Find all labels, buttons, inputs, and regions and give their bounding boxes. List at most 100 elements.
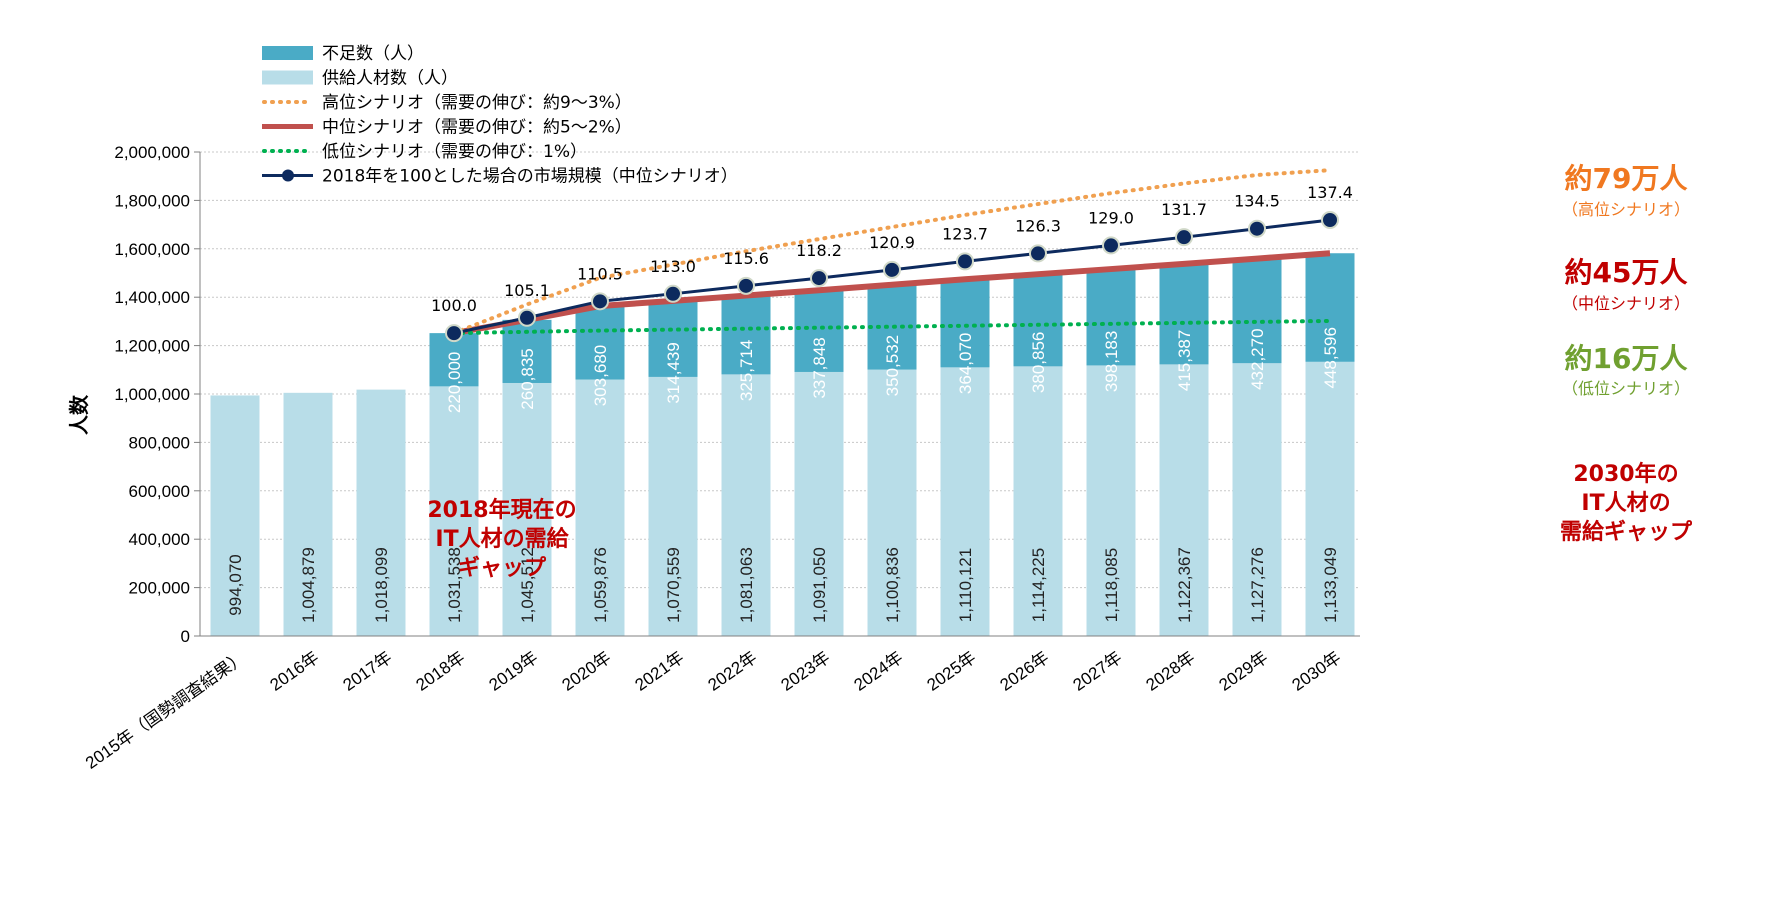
y-tick-label: 1,600,000 [114, 240, 190, 259]
y-tick-label: 2,000,000 [114, 143, 190, 162]
shortage-bar-label: 350,532 [883, 335, 902, 396]
legend-label: 供給人材数（人） [322, 69, 458, 89]
supply-bar-label: 1,122,367 [1175, 547, 1194, 623]
shortage-bar-label: 432,270 [1248, 328, 1267, 389]
supply-bar [1305, 361, 1355, 636]
supply-bar-label: 1,114,225 [1029, 548, 1048, 622]
legend: 不足数（人） 供給人材数（人） 高位シナリオ（需要の伸び：約9～3%） 中位シナリオ（… [262, 44, 738, 187]
x-axis: 2015年（国勢調査結果） 2016年 2017年 2018年 2019年 2020年 20… [82, 635, 1360, 773]
mid-gap-value: 約45万人 [1565, 256, 1688, 289]
legend-swatch [262, 70, 313, 85]
shortage-bar [648, 300, 698, 377]
low-scenario-line [452, 318, 1332, 336]
market-size-label: 110.5 [577, 264, 623, 283]
market-size-label: 123.7 [942, 224, 988, 243]
annotation-gap-2030: 2030年の IT人材の 需給ギャップ [1560, 461, 1693, 545]
x-tick-label: 2027年 [1069, 648, 1125, 695]
bar-series: 994,070 1,004,879 1,018,099 1,031,538 220,00… [210, 253, 1355, 636]
shortage-bar-label: 364,070 [956, 333, 975, 394]
x-tick-label: 2018年 [412, 648, 468, 695]
annotation-high: 約79万人 （高位シナリオ） [1562, 162, 1690, 219]
market-size-point [664, 284, 682, 303]
market-size-label: 100.0 [431, 296, 477, 315]
high-gap-scenario: （高位シナリオ） [1562, 200, 1690, 219]
x-tick-label: 2017年 [339, 648, 395, 695]
y-tick-label: 1,200,000 [114, 337, 190, 356]
shortage-bar [1232, 258, 1282, 364]
supply-bar-label: 1,100,836 [883, 547, 902, 623]
legend-label: 高位シナリオ（需要の伸び：約9～3%） [322, 93, 632, 113]
shortage-bar-label: 398,183 [1102, 331, 1121, 392]
y-tick-label: 400,000 [129, 530, 190, 549]
market-size-point [810, 269, 828, 288]
market-size-label: 129.0 [1088, 208, 1134, 227]
x-tick-label: 2025年 [923, 648, 979, 695]
annotation-low: 約16万人 （低位シナリオ） [1562, 342, 1690, 398]
x-tick-label: 2026年 [996, 648, 1052, 695]
market-size-point [883, 260, 901, 279]
x-tick-label: 2030年 [1288, 648, 1344, 695]
supply-bar-label: 1,045,512 [518, 547, 537, 623]
market-size-point [445, 324, 463, 343]
supply-bar-label: 1,133,049 [1321, 547, 1340, 623]
y-tick-label: 600,000 [129, 482, 190, 501]
x-tick-label: 2028年 [1142, 648, 1198, 695]
supply-bar [1086, 365, 1136, 636]
high-gap-value: 約79万人 [1565, 162, 1688, 195]
annotation-gap-2018: 2018年現在の IT人材の需給 ギャップ [427, 497, 576, 581]
shortage-bar [794, 290, 844, 372]
shortage-bar [940, 279, 990, 368]
supply-bar [502, 382, 552, 636]
shortage-bar-label: 380,856 [1029, 332, 1048, 393]
y-tick-label: 1,000,000 [114, 385, 190, 404]
legend-label: 不足数（人） [322, 44, 424, 64]
x-tick-label: 2015年（国勢調査結果） [82, 648, 249, 773]
supply-bar [575, 379, 625, 636]
shortage-bar [721, 295, 771, 375]
supply-bar [356, 389, 406, 636]
y-axis-title: 人数 [67, 394, 91, 435]
supply-bar [1013, 366, 1063, 636]
supply-bar-label: 1,118,085 [1102, 548, 1121, 622]
legend-marker [282, 169, 294, 182]
gap2030-line2: IT人材の [1581, 491, 1670, 516]
legend-label: 低位シナリオ（需要の伸び：1%） [322, 142, 587, 162]
supply-bar-label: 1,091,050 [810, 547, 829, 623]
supply-bar [940, 367, 990, 636]
supply-bar [1159, 364, 1209, 636]
shortage-bar-label: 448,596 [1321, 327, 1340, 388]
market-size-label: 113.0 [650, 257, 696, 276]
shortage-bar-label: 303,680 [591, 345, 610, 406]
shortage-bar [1305, 253, 1355, 362]
supply-bar [794, 371, 844, 636]
market-size-point [1175, 228, 1193, 247]
supply-bar-label: 1,031,538 [445, 547, 464, 623]
supply-bar [721, 374, 771, 636]
y-tick-label: 1,400,000 [114, 288, 190, 307]
gap2018-line1: 2018年現在の [427, 497, 576, 523]
market-size-point [1029, 244, 1047, 263]
supply-bar-label: 1,127,276 [1248, 547, 1267, 623]
supply-bar-label: 994,070 [226, 554, 245, 615]
y-axis: 0 200,000 400,000 600,000 800,000 1,000,000 1,… [114, 143, 201, 646]
legend-swatch [262, 46, 313, 60]
supply-bar-label: 1,070,559 [664, 547, 683, 623]
x-tick-label: 2029年 [1215, 648, 1271, 695]
gap2030-line3: 需給ギャップ [1560, 519, 1693, 545]
shortage-bar [1086, 269, 1136, 366]
supply-bar-label: 1,004,879 [299, 547, 318, 623]
shortage-bar [575, 306, 625, 380]
market-size-point [591, 292, 609, 311]
shortage-bar-label: 260,835 [518, 348, 537, 409]
supply-bar-label: 1,018,099 [372, 547, 391, 623]
supply-bar-label: 1,110,121 [956, 548, 975, 622]
gap2030-line1: 2030年の [1573, 461, 1678, 487]
shortage-bar-label: 325,714 [737, 340, 756, 401]
gap2018-line3: ギャップ [458, 556, 547, 581]
annotation-mid: 約45万人 （中位シナリオ） [1562, 256, 1690, 313]
x-tick-label: 2016年 [266, 648, 322, 695]
market-size-point [956, 252, 974, 271]
supply-bar [648, 376, 698, 636]
shortage-bar [1013, 274, 1063, 367]
